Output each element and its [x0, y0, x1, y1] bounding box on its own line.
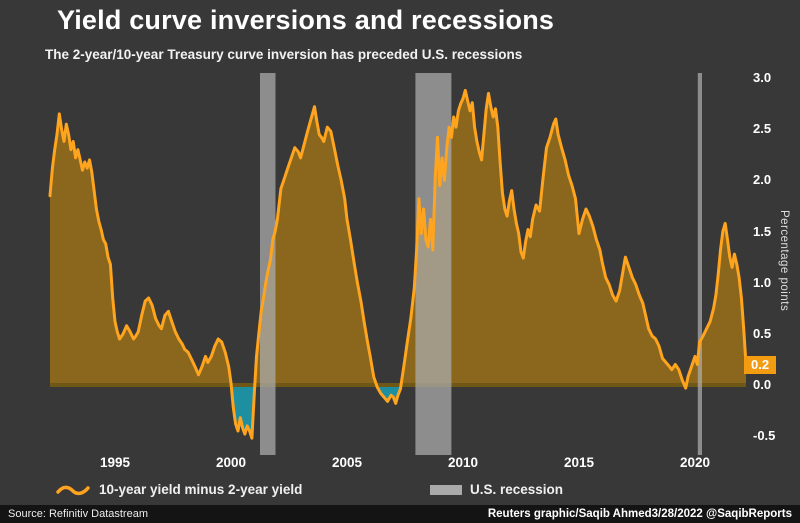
- y-tick-label: 1.5: [753, 223, 772, 239]
- recession-band: [697, 73, 702, 455]
- last-value-badge: 0.2: [744, 355, 777, 374]
- gray-rect-icon: [430, 484, 462, 495]
- y-axis-title: Percentage points: [778, 210, 790, 312]
- area-fill-positive: [50, 90, 746, 385]
- recession-band: [415, 73, 452, 455]
- x-tick-label: 2005: [331, 455, 363, 470]
- credit-text: Reuters graphic/Saqib Ahmed3/28/2022 @Sa…: [487, 508, 792, 520]
- x-tick-label: 2010: [447, 455, 479, 470]
- y-tick-label: 0.0: [753, 377, 772, 392]
- spread-line: [48, 88, 748, 440]
- x-tick-label: 1995: [99, 455, 131, 470]
- orange-wave-line-icon: [56, 485, 90, 495]
- page-title: Yield curve inversions and recessions: [57, 5, 555, 35]
- source-text: Source: Refinitiv Datastream: [8, 508, 148, 520]
- legend-item-recession: U.S. recession: [430, 482, 563, 497]
- y-tick-label: 2.5: [753, 121, 772, 137]
- legend-item-spread: 10-year yield minus 2-year yield: [55, 482, 302, 497]
- zero-axis-line: [50, 383, 746, 387]
- x-tick-label: 2020: [679, 455, 711, 470]
- recession-band: [260, 73, 276, 455]
- y-tick-label: 3.0: [753, 70, 772, 86]
- y-tick-label: 1.0: [753, 274, 772, 290]
- y-tick-label: -0.5: [753, 428, 776, 444]
- legend-label-recession: U.S. recession: [470, 482, 564, 497]
- recession-bands: [260, 73, 702, 455]
- page-subtitle: The 2-year/10-year Treasury curve invers…: [45, 47, 523, 62]
- x-tick-label: 2000: [215, 455, 247, 470]
- footer-bar: Source: Refinitiv Datastream Reuters gra…: [0, 505, 800, 523]
- x-tick-label: 2015: [563, 455, 595, 470]
- y-tick-label: 0.5: [753, 325, 772, 341]
- y-tick-label: 2.0: [753, 172, 772, 188]
- legend-label-spread: 10-year yield minus 2-year yield: [99, 482, 303, 497]
